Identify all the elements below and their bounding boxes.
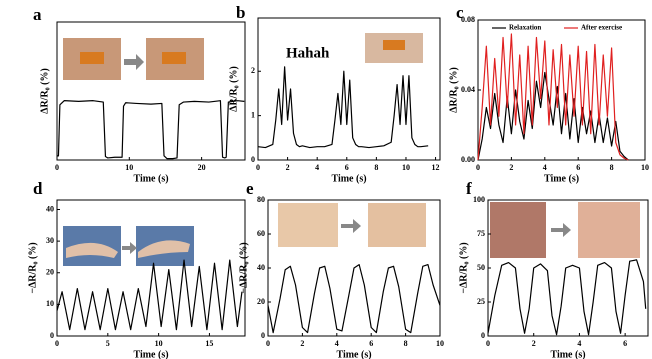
y-tick-label: 60: [257, 229, 265, 238]
y-tick-label: 25: [477, 297, 485, 306]
x-tick-label: 2: [532, 339, 536, 348]
sensor: [80, 52, 104, 64]
legend-label: Relaxation: [509, 24, 541, 32]
x-tick-label: 0: [476, 163, 480, 172]
x-tick-label: 8: [610, 163, 614, 172]
panel-label: d: [33, 179, 43, 198]
x-axis-label: Time (s): [550, 349, 585, 359]
x-tick-label: 8: [374, 163, 378, 172]
data-line: [477, 71, 629, 161]
x-tick-label: 2: [300, 339, 304, 348]
x-tick-label: 6: [623, 339, 627, 348]
y-axis-label: ΔR/R₀ (%): [448, 67, 459, 113]
y-tick-label: 0.04: [461, 85, 475, 94]
x-tick-label: 10: [641, 163, 649, 172]
x-tick-label: 6: [369, 339, 373, 348]
y-tick-label: 0.00: [461, 155, 475, 164]
data-line: [57, 100, 245, 160]
y-tick-label: 40: [46, 204, 54, 213]
x-tick-label: 4: [315, 163, 319, 172]
x-tick-label: 0: [55, 339, 59, 348]
x-tick-label: 2: [286, 163, 290, 172]
y-tick-label: 0: [481, 331, 485, 340]
arrow: [551, 223, 571, 237]
plot-frame: [56, 21, 246, 161]
y-axis-label: ΔR/R₀ (%): [39, 68, 50, 114]
y-tick-label: 0: [251, 155, 255, 164]
y-tick-label: 20: [257, 297, 265, 306]
x-tick-label: 6: [576, 163, 580, 172]
data-line: [477, 33, 629, 161]
arrow: [122, 242, 137, 254]
y-axis-label: −ΔR/R₀ (%): [458, 242, 469, 293]
photos: [63, 33, 640, 266]
panel-label: b: [236, 3, 245, 22]
data-line: [267, 264, 441, 334]
data-line: [257, 66, 429, 149]
plot-frame: [257, 17, 441, 161]
x-tick-label: 12: [432, 163, 440, 172]
panel-label: a: [33, 5, 42, 24]
y-tick-label: 80: [257, 195, 265, 204]
photo: [368, 203, 426, 247]
x-axis-label: Time (s): [336, 349, 371, 359]
x-tick-label: 10: [436, 339, 444, 348]
x-tick-label: 0: [55, 163, 59, 172]
x-tick-label: 0: [266, 339, 270, 348]
x-tick-label: 10: [125, 163, 133, 172]
hand: [138, 240, 190, 258]
annotation: Hahah: [286, 45, 330, 61]
x-axis-label: Time (s): [133, 173, 168, 184]
sensor: [162, 52, 186, 64]
photo: [490, 202, 546, 258]
x-tick-label: 6: [345, 163, 349, 172]
arrow: [341, 219, 361, 233]
x-tick-label: 2: [509, 163, 513, 172]
plot-frame: [56, 199, 246, 337]
sensor: [383, 40, 405, 50]
y-tick-label: 0: [50, 331, 54, 340]
x-tick-label: 5: [106, 339, 110, 348]
hand: [66, 242, 118, 258]
y-tick-label: 0: [261, 331, 265, 340]
photo: [578, 202, 640, 258]
y-tick-label: 2: [251, 66, 255, 75]
y-tick-label: 100: [473, 195, 485, 204]
x-tick-label: 4: [543, 163, 547, 172]
y-axis-label: −ΔR/R₀ (%): [27, 242, 38, 293]
x-tick-label: 10: [402, 163, 410, 172]
legend-label: After exercise: [581, 24, 622, 32]
y-tick-label: 40: [257, 263, 265, 272]
x-tick-label: 20: [198, 163, 206, 172]
x-tick-label: 4: [577, 339, 581, 348]
panel-label: e: [246, 179, 254, 198]
panel-label: f: [466, 179, 472, 198]
arrow: [124, 54, 144, 70]
y-tick-label: 1: [251, 110, 255, 119]
x-axis-label: Time (s): [133, 349, 168, 359]
photo: [278, 203, 338, 247]
x-axis-label: Time (s): [331, 173, 366, 184]
x-tick-label: 4: [335, 339, 339, 348]
x-tick-label: 0: [486, 339, 490, 348]
y-axis-label: ΔR/R₀ (%): [228, 66, 239, 112]
x-axis-label: Time (s): [544, 173, 579, 184]
y-tick-label: 50: [477, 263, 485, 272]
y-tick-label: 75: [477, 229, 485, 238]
y-tick-label: 30: [46, 236, 54, 245]
y-tick-label: 0.08: [461, 15, 475, 24]
data-line: [487, 259, 647, 336]
y-tick-label: 20: [46, 268, 54, 277]
x-tick-label: 15: [205, 339, 213, 348]
data-line: [56, 259, 243, 331]
x-tick-label: 0: [256, 163, 260, 172]
panel-label: c: [456, 3, 464, 22]
y-axis-label: −ΔR/R₀ (%): [238, 242, 249, 293]
x-tick-label: 8: [404, 339, 408, 348]
y-tick-label: 10: [46, 299, 54, 308]
x-tick-label: 10: [155, 339, 163, 348]
